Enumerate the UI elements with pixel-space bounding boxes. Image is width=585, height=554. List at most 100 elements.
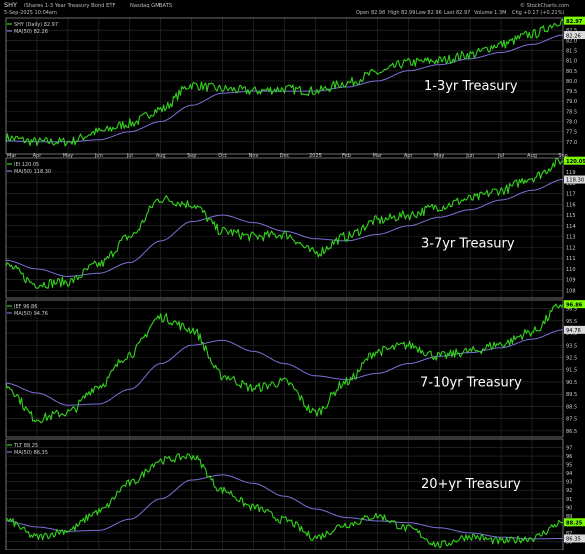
panel-title: 20+yr Treasury	[421, 477, 521, 492]
x-axis: Mar Apr May Jun Jul Aug Sep Oct Nov Dec 2025 Feb Mar…	[7, 153, 568, 159]
y-tick-label: 113	[566, 235, 576, 241]
last-price-tag: 120.05	[564, 156, 585, 165]
y-tick-label: 81.0	[566, 59, 577, 65]
legend-ma: MA(50) 82.26	[14, 29, 48, 35]
x-tick-label: Oct	[218, 153, 227, 159]
y-tick-label: 87	[566, 531, 572, 537]
ma-value-label: 82.26	[566, 33, 581, 39]
legend-price: TLT 88.25	[13, 443, 38, 449]
header-watermark: © StockCharts.com	[520, 2, 569, 9]
x-tick-label: Nov	[249, 153, 259, 159]
header-volume: Volume 1.3M	[474, 10, 506, 16]
y-tick-label: 91	[566, 497, 572, 503]
y-tick-label: 81.5	[566, 48, 577, 54]
y-tick-label: 116	[566, 202, 576, 208]
y-tick-label: 96.5	[566, 307, 577, 313]
header-last: Last 82.97	[444, 10, 470, 16]
y-tick-label: 88.5	[566, 404, 577, 410]
y-tick-label: 109	[566, 278, 576, 284]
last-price-tag: 96.86	[564, 300, 585, 308]
panel-title: 7-10yr Treasury	[420, 375, 522, 390]
y-tick-label: 77.5	[566, 130, 577, 136]
y-tick-label: 90	[566, 505, 572, 511]
y-tick-label: 96	[566, 454, 572, 460]
x-tick-label: Jun	[94, 153, 103, 159]
header-low: Low 82.96	[416, 10, 442, 16]
y-tick-label: 110	[566, 267, 576, 273]
y-tick-label: 114	[566, 224, 576, 230]
panel-frame	[5, 17, 564, 155]
y-tick-label: 79.0	[566, 99, 577, 105]
y-tick-label: 78.5	[566, 109, 577, 115]
ma50-line	[6, 329, 564, 406]
y-tick-label: 115	[566, 213, 576, 219]
header-source: BATS	[159, 3, 172, 9]
panel-title: 3-7yr Treasury	[421, 237, 515, 252]
x-tick-label: Mar	[373, 153, 383, 159]
y-tick-label: 86.5	[566, 429, 577, 435]
chart-header: SHY iShares 1-3 Year Treasury Bond ETF N…	[4, 1, 569, 16]
x-tick-label: Jul	[497, 153, 504, 159]
y-tick-label: 90.5	[566, 380, 577, 386]
x-tick-label: Dec	[280, 153, 290, 159]
last-price-tag: 88.25	[564, 518, 585, 526]
y-tick-label: 112	[566, 245, 576, 251]
x-tick-label: Mar	[7, 153, 17, 159]
header-date: 5-Sep-2025 10:04am	[4, 10, 57, 16]
ma-value-tag: 82.26	[564, 31, 585, 39]
y-tick-label: 93.5	[566, 343, 577, 349]
ma-value-tag: 86.35	[564, 534, 585, 543]
y-tick-label: 92	[566, 488, 572, 494]
y-tick-label: 82.0	[566, 38, 577, 44]
legend-price: IEF 96.86	[14, 304, 37, 310]
x-tick-label: Jun	[465, 153, 474, 159]
header-open: Open 82.98	[356, 10, 385, 16]
last-price-label: 88.25	[566, 520, 583, 526]
x-tick-label: May	[63, 153, 73, 159]
panel-3: 86.5 87.5 88.5 89.5 90.5 91.5 92.5 93.5 94.5 95.5…	[5, 299, 585, 438]
y-tick-label: 117	[566, 192, 576, 198]
x-tick-label: 2025	[309, 153, 322, 159]
price-line	[5, 18, 564, 147]
chart-panels: 77.0 77.5 78.0 78.5 79.0 79.5 80.0 80.5 81.0 81.5…	[5, 16, 585, 551]
x-tick-label: Sep	[558, 153, 567, 159]
y-tick-label: 91.5	[566, 368, 577, 374]
ma-value-tag: 94.76	[564, 325, 585, 334]
ma-value-tag: 118.30	[564, 175, 585, 184]
y-tick-label: 108	[566, 288, 576, 294]
panel-1: 77.0 77.5 78.0 78.5 79.0 79.5 80.0 80.5 81.0 81.5…	[5, 16, 585, 155]
last-price-label: 96.86	[566, 302, 583, 308]
ma-value-label: 94.76	[566, 328, 581, 334]
y-tick-label: 94.5	[566, 331, 577, 337]
y-tick-label: 80.0	[566, 79, 577, 85]
x-tick-label: Apr	[404, 153, 414, 159]
y-tick-label: 97	[566, 446, 572, 452]
last-price-label: 82.97	[566, 19, 583, 25]
header-high: High 82.99	[388, 10, 415, 16]
x-tick-label: Feb	[342, 153, 351, 159]
price-line	[5, 303, 564, 424]
y-tick-label: 77.0	[566, 140, 577, 146]
price-line	[5, 157, 564, 289]
legend-ma: MA(50) 94.76	[14, 311, 48, 317]
y-tick-label: 78.0	[566, 120, 577, 126]
y-tick-label: 111	[566, 256, 576, 262]
x-tick-label: Aug	[156, 153, 166, 159]
legend-price: IEI 120.05	[14, 162, 39, 168]
legend-price: SHY (Daily) 82.97	[14, 22, 58, 28]
last-price-tag: 82.97	[564, 16, 585, 25]
x-tick-label: May	[434, 153, 444, 159]
y-tick-label: 79.5	[566, 89, 577, 95]
ma-value-label: 118.30	[566, 178, 584, 184]
header-name: iShares 1-3 Year Treasury Bond ETF	[24, 3, 116, 9]
x-tick-label: Jul	[126, 153, 133, 159]
header-change: Chg +0.17 (+0.21%)	[512, 10, 564, 16]
y-tick-label: 87.5	[566, 417, 577, 423]
